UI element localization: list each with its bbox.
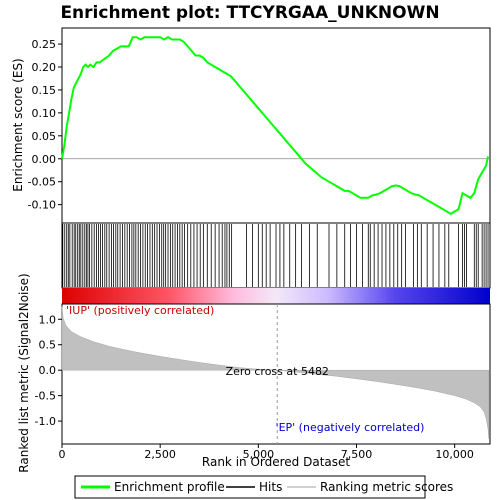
zero-cross-label: Zero cross at 5482 [226,365,329,378]
metric-y-tick-label: 1.0 [39,313,57,326]
es-y-tick-label: -0.05 [28,176,56,189]
es-panel-frame [61,27,491,224]
hit-marks [62,224,489,287]
es-y-tick-label: 0.00 [32,153,57,166]
rank-color-bar [62,288,490,304]
es-y-axis-label: Enrichment score (ES) [11,58,25,191]
chart-title: Enrichment plot: TTCYRGAA_UNKNOWN [60,3,439,23]
x-tick-label: 10,000 [435,448,474,461]
x-tick-label: 5,000 [243,448,275,461]
es-y-tick-label: 0.05 [32,130,57,143]
es-panel: -0.10 -0.05 0.00 0.05 0.10 0.15 0.20 0.25 Enric… [11,27,491,224]
es-y-tick-label: 0.20 [32,61,57,74]
positive-correlation-label: 'IUP' (positively correlated) [66,304,214,317]
x-tick-label: 0 [59,448,66,461]
metric-y-tick-label: 0.0 [39,364,57,377]
hits-panel [61,222,491,289]
metric-panel-frame [61,303,491,445]
metric-y-tick-label: -0.5 [35,390,56,403]
ranking-metric-area [61,306,490,439]
metric-y-tick-label: -1.0 [35,415,56,428]
legend-metric-label: Ranking metric scores [320,480,453,494]
x-tick-label: 7,500 [341,448,373,461]
metric-y-ticks: -1.0 -0.5 0.0 0.5 1.0 [35,313,62,428]
x-tick-label: 2,500 [144,448,176,461]
metric-y-axis-label: Ranked list metric (Signal2Noise) [17,273,31,472]
es-y-tick-label: 0.25 [32,38,57,51]
x-axis-ticks: 0 2,500 5,000 7,500 10,000 [59,444,474,461]
legend: Enrichment profile Hits Ranking metric s… [74,475,453,499]
metric-y-tick-label: 0.5 [39,339,57,352]
es-y-tick-label: 0.10 [32,107,57,120]
es-y-tick-label: -0.10 [28,199,56,212]
negative-correlation-label: 'EP' (negatively correlated) [276,421,425,434]
es-y-ticks: -0.10 -0.05 0.00 0.05 0.10 0.15 0.20 0.25 [28,38,62,212]
enrichment-profile-line [61,36,489,215]
legend-enrichment-label: Enrichment profile [114,480,225,494]
es-y-tick-label: 0.15 [32,84,57,97]
x-axis-label: Rank in Ordered Dataset [202,455,350,469]
metric-panel: -1.0 -0.5 0.0 0.5 1.0 Zero cross at 5482 'IU… [17,273,491,473]
legend-hits-label: Hits [259,480,282,494]
